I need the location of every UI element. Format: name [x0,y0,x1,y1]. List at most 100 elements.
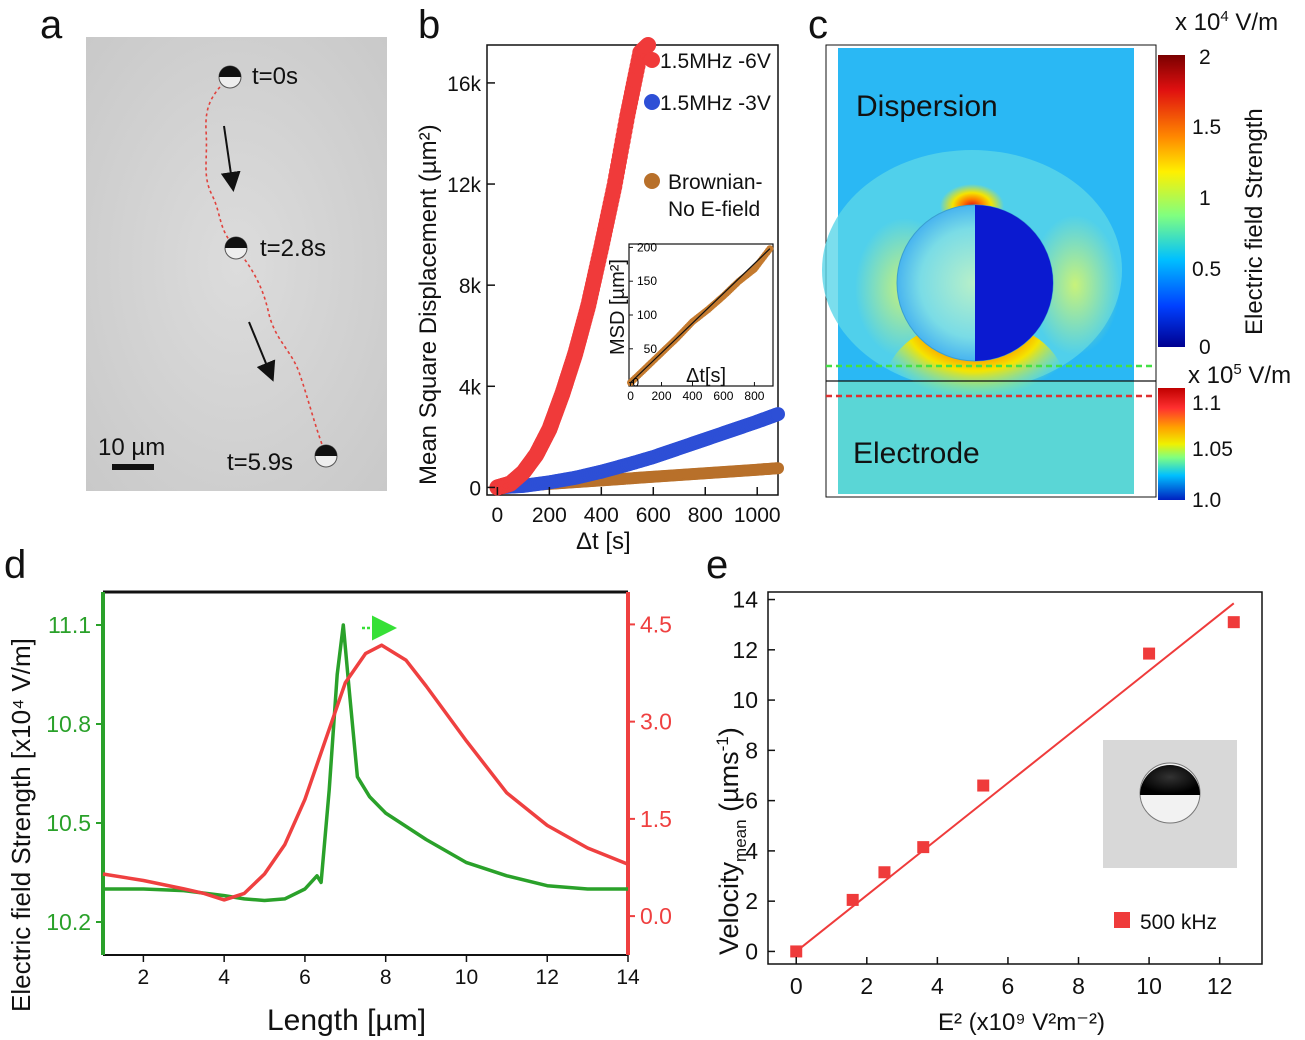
data-point-5 [1143,647,1156,660]
colorbar-top-tick-1: 1.5 [1192,116,1221,139]
b-ytick-label-1: 4k [459,376,482,399]
b-xtick-label-5: 1000 [734,504,781,527]
d-ytick-left-label-0: 10.2 [46,909,91,935]
colorbar-top-tick-2: 1 [1199,187,1211,210]
data-point-6 [1227,616,1240,629]
region-electrode-label: Electrode [853,437,980,470]
panel-b-label: b [418,3,440,47]
e-ytick-label-5: 10 [732,687,758,713]
chart-d-ylabel: Electric field Strength [x10⁴ V/m] [6,638,36,1012]
colorbar-bottom-tick-2: 1.0 [1192,489,1221,512]
e-xtick-label-6: 12 [1207,973,1233,999]
legend-b-swatch-2 [644,173,660,189]
b-ytick-label-0: 0 [469,477,481,500]
inset-ytick-label-4: 200 [637,240,657,254]
inset-ytick-label-3: 150 [637,274,657,288]
e-ytick-label-6: 12 [732,637,758,663]
colorbar-top-tick-3: 0.5 [1192,258,1221,281]
b-ytick-label-2: 8k [459,275,482,298]
e-xtick-label-3: 6 [1002,973,1015,999]
chart-d-marks [102,623,629,903]
janus-particle-t0 [218,65,242,89]
time-label-1: t=2.8s [260,235,326,262]
e-ytick-label-7: 14 [732,587,758,613]
colorbar-bottom-tick-1: 1.05 [1192,438,1233,461]
panel-e: e 0 2 4 6 8 10 12 0 2 4 6 8 10 12 14 500 kHz E² (x10⁹ … [706,543,1263,1036]
panel-a: a t=0s t=2.8s t=5.9s 10 µm [40,3,387,491]
e-xtick-label-2: 4 [931,973,944,999]
d-xtick-label-4: 10 [455,966,478,989]
d-ytick-right-label-1: 1.5 [640,806,672,832]
d-ytick-right-label-2: 3.0 [640,709,672,735]
d-xtick-label-6: 14 [616,966,640,989]
d-xtick-label-0: 2 [138,966,150,989]
e-ytick-label-3: 6 [745,788,758,814]
b-xtick-label-4: 800 [688,504,723,527]
d-xtick-label-2: 6 [299,966,311,989]
inset-ytick-label-2: 100 [637,308,657,322]
chart-e-xlabel: E² (x10⁹ V²m⁻²) [938,1009,1105,1036]
b-ytick-label-4: 16k [447,73,481,96]
e-xtick-label-5: 10 [1136,973,1162,999]
scale-bar-label: 10 µm [98,434,165,461]
data-point-0 [790,945,803,958]
legend-e-swatch [1114,912,1130,928]
data-point-4 [977,779,990,792]
e-xtick-label-4: 8 [1072,973,1085,999]
d-ytick-left-label-2: 10.8 [46,711,91,737]
series-2-point-154 [772,462,784,475]
e-ytick-label-2: 4 [745,838,758,864]
chart-b-frame [486,44,779,496]
scale-bar [112,464,154,470]
colorbar-bottom [1158,388,1185,500]
janus-particle-t5-9 [314,444,338,468]
inset-b-ylabel: MSD [µm²] [607,259,629,355]
e-ytick-label-0: 0 [745,938,758,964]
d-ytick-left-label-1: 10.5 [46,810,91,836]
d-ytick-right-label-0: 0.0 [640,903,672,929]
direction-arrow-1 [220,125,241,192]
inset-xtick-label-3: 600 [713,389,733,403]
legend-e-label: 500 kHz [1140,911,1217,934]
d-xtick-label-5: 12 [536,966,559,989]
e-ytick-label-1: 2 [745,888,758,914]
janus-particle-t2-8 [224,236,248,260]
legend-b-swatch-0 [644,52,660,68]
chart-d-ticks: 2 4 6 8 10 12 14 10.2 10.5 10.8 11.1 0.0 1.5 3.0 4.5 [46,611,672,989]
e-ytick-label-4: 8 [745,737,758,763]
panel-d-label: d [4,543,26,587]
b-xtick-label-1: 200 [532,504,567,527]
particle-inset-cap [1140,765,1200,795]
panel-c: c Dispersion Electrode x 104 V/m x 105 V… [808,3,1291,512]
d-xtick-label-1: 4 [218,966,230,989]
colorbar-title: Electric field Strength [1241,108,1268,335]
series-1-point-154 [771,407,785,422]
series-0-point-168 [640,37,657,53]
colorbar-bottom-tick-0: 1.1 [1192,392,1221,415]
chart-b-marks [489,37,785,496]
b-xtick-label-3: 600 [636,504,671,527]
colorbar-top [1158,55,1185,347]
electrode-hotspot [885,320,1065,450]
panel-c-label: c [808,3,828,47]
chart-e-ticks: 0 2 4 6 8 10 12 0 2 4 6 8 10 12 14 [732,587,1232,999]
chart-b-xlabel: Δt [s] [576,528,631,555]
chart-e-frame [767,591,1263,965]
inset-fit-line [630,248,771,384]
fit-line [795,602,1235,953]
d-ytick-right-label-3: 4.5 [640,611,672,637]
time-label-0: t=0s [252,63,298,90]
d-xtick-label-3: 8 [380,966,392,989]
data-point-1 [846,893,859,906]
panel-e-label: e [706,543,728,587]
chart-b-ylabel: Mean Square Displacement (µm²) [415,124,442,485]
inset-ytick-label-0: 0 [632,376,639,390]
data-point-2 [878,866,891,879]
inset-b-xlabel: Δt[s] [686,365,726,387]
inset-ytick-label-1: 50 [644,342,658,356]
e-xtick-label-1: 2 [860,973,873,999]
chart-d-xlabel: Length [µm] [267,1004,426,1037]
